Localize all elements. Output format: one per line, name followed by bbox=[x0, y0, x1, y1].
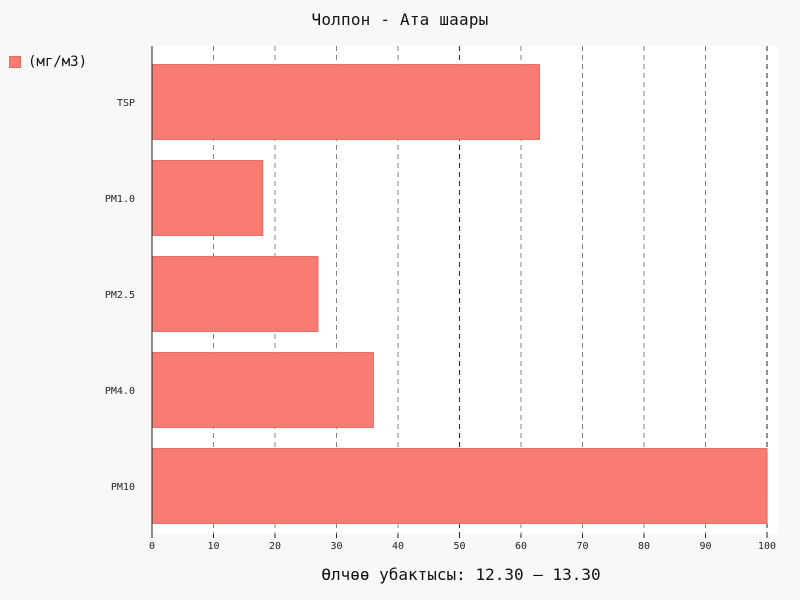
x-tick-label: 30 bbox=[330, 541, 342, 552]
bar bbox=[151, 160, 264, 236]
legend: (мг/м3) bbox=[9, 54, 87, 70]
x-tick-label: 20 bbox=[269, 541, 281, 552]
x-tick-label: 60 bbox=[515, 541, 527, 552]
x-tick-label: 40 bbox=[392, 541, 404, 552]
x-tick-label: 50 bbox=[453, 541, 465, 552]
x-tick-label: 10 bbox=[207, 541, 219, 552]
y-tick-label: PM1.0 bbox=[105, 194, 135, 205]
x-tick-label: 0 bbox=[149, 541, 155, 552]
x-tick-label: 80 bbox=[638, 541, 650, 552]
legend-swatch bbox=[9, 56, 21, 68]
y-tick-label: TSP bbox=[117, 98, 135, 109]
x-tick-label: 100 bbox=[758, 541, 776, 552]
x-axis-label: Өлчөө убактысы: 12.30 — 13.30 bbox=[321, 565, 601, 584]
chart-title: Чолпон - Ата шаары bbox=[311, 10, 489, 29]
legend-label: (мг/м3) bbox=[28, 54, 88, 70]
y-tick-label: PM10 bbox=[111, 482, 135, 493]
x-tick-label: 70 bbox=[576, 541, 588, 552]
bar bbox=[151, 64, 540, 140]
bar bbox=[151, 352, 374, 428]
bar bbox=[151, 256, 319, 332]
x-tick-label: 90 bbox=[699, 541, 711, 552]
y-tick-label: PM4.0 bbox=[105, 386, 135, 397]
y-tick-label: PM2.5 bbox=[105, 290, 135, 301]
bar bbox=[151, 448, 768, 524]
